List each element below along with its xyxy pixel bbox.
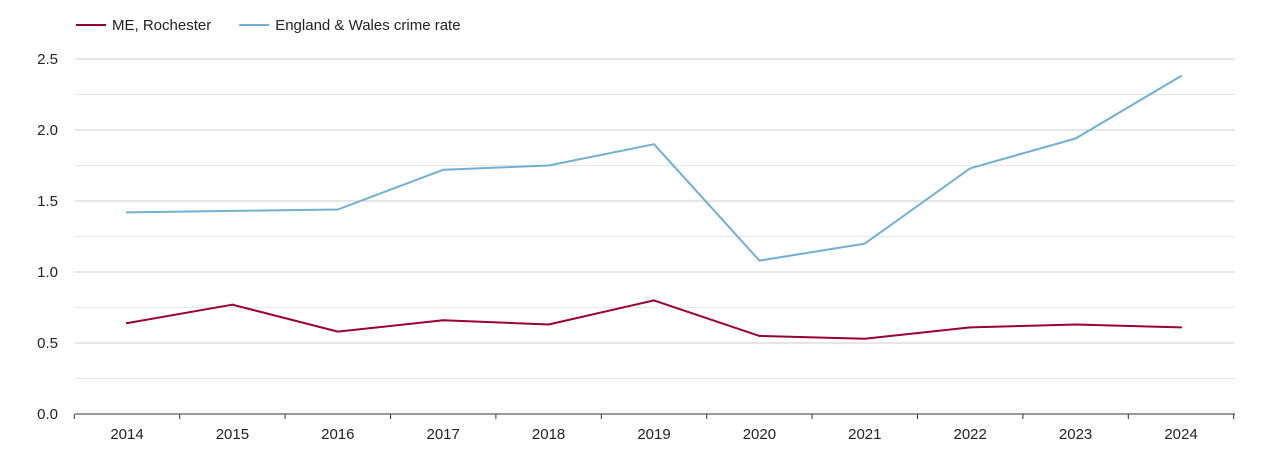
series-1-point xyxy=(547,164,550,167)
series-0-point xyxy=(653,299,655,302)
series-1-point xyxy=(653,143,655,146)
series-1-point xyxy=(231,209,234,212)
series-1-point xyxy=(1074,137,1077,140)
y-tick-label: 1.5 xyxy=(37,193,58,210)
x-tick-label: 2014 xyxy=(110,426,143,443)
series-line-1 xyxy=(126,75,1182,262)
series-lines xyxy=(126,75,1182,340)
series-0-point xyxy=(336,330,339,333)
series-0-point xyxy=(758,334,761,337)
series-0-point xyxy=(1074,323,1077,326)
series-0-point xyxy=(1180,326,1182,329)
y-tick-label: 0.5 xyxy=(37,335,58,352)
series-1-point xyxy=(1180,75,1182,78)
x-tick-label: 2023 xyxy=(1059,426,1092,443)
series-0-point xyxy=(442,319,445,322)
y-tick-label: 2.5 xyxy=(37,51,58,68)
y-tick-label: 2.0 xyxy=(37,122,58,139)
series-1-point xyxy=(126,211,128,214)
x-tick-label: 2015 xyxy=(216,426,249,443)
series-1-point xyxy=(336,208,339,211)
series-1-point xyxy=(863,242,866,245)
legend-item-1: England & Wales crime rate xyxy=(239,17,461,34)
x-tick-label: 2019 xyxy=(637,426,670,443)
x-tick-label: 2017 xyxy=(427,426,460,443)
series-0-point xyxy=(863,337,866,340)
series-line-0 xyxy=(126,299,1182,340)
series-1-point xyxy=(758,259,761,262)
gridlines xyxy=(75,58,1235,379)
x-axis: 2014 2015 2016 2017 2018 2019 2020 2021 2022 2023… xyxy=(73,413,1235,443)
x-tick-label: 2018 xyxy=(532,426,565,443)
x-tick-label: 2024 xyxy=(1164,426,1197,443)
y-tick-label: 0.0 xyxy=(37,406,58,423)
x-tick-label: 2016 xyxy=(321,426,354,443)
x-tick-label: 2020 xyxy=(743,426,776,443)
series-0-point xyxy=(231,303,234,306)
series-0-point xyxy=(547,323,550,326)
y-axis: 0.0 0.5 1.0 1.5 2.0 2.5 xyxy=(37,51,58,423)
series-1-point xyxy=(969,167,972,170)
x-tick-label: 2022 xyxy=(954,426,987,443)
series-0-point xyxy=(969,326,972,329)
series-0-point xyxy=(126,322,128,325)
y-tick-label: 1.0 xyxy=(37,264,58,281)
legend-label: England & Wales crime rate xyxy=(275,17,460,34)
chart-legend: ME, Rochester England & Wales crime rate xyxy=(76,17,461,34)
legend-item-0: ME, Rochester xyxy=(76,17,211,34)
legend-label: ME, Rochester xyxy=(112,17,211,34)
x-tick-label: 2021 xyxy=(848,426,881,443)
series-1-point xyxy=(442,168,445,171)
